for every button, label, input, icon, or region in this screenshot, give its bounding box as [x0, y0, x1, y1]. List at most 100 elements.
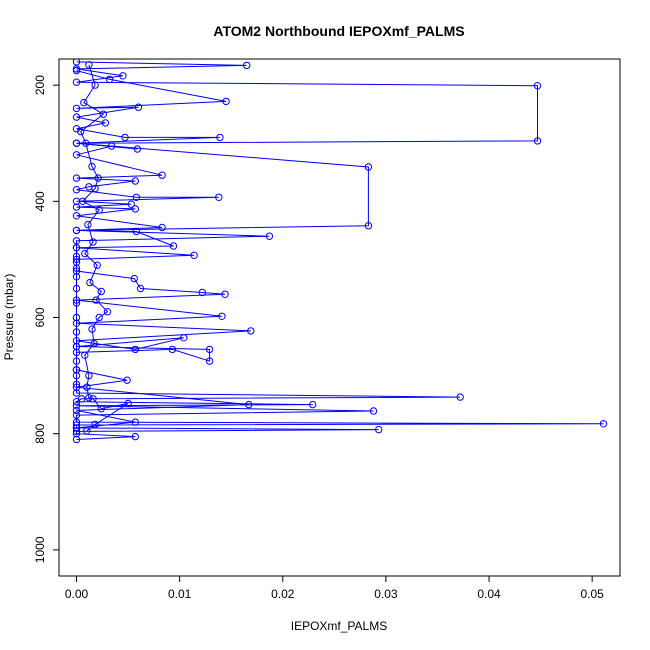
data-point [99, 110, 108, 118]
data-point [216, 133, 224, 142]
data-point [265, 232, 274, 240]
data-point [84, 220, 92, 229]
data-point [85, 61, 93, 69]
x-tick-label: 0.03 [374, 587, 398, 601]
y-tick-label: 600 [33, 307, 47, 327]
data-point [72, 174, 81, 182]
data-point [107, 142, 116, 150]
data-point [80, 98, 88, 107]
data-point [72, 284, 81, 293]
data-point [97, 287, 106, 296]
data-point [72, 424, 81, 432]
data-point [72, 267, 81, 275]
data-point [123, 376, 131, 384]
data-point [190, 251, 198, 260]
data-point [95, 313, 103, 322]
data-point [72, 328, 81, 336]
x-tick-label: 0.05 [580, 587, 604, 601]
data-point [72, 66, 81, 75]
data-point [222, 97, 230, 106]
data-point [124, 399, 132, 408]
data-point [90, 339, 98, 348]
x-tick-label: 0.01 [168, 587, 192, 601]
data-point [309, 400, 317, 409]
data-point [130, 274, 139, 283]
data-point [456, 393, 464, 401]
data-point [72, 418, 81, 426]
data-point [89, 238, 97, 246]
data-point [88, 162, 96, 171]
data-point [105, 75, 114, 84]
data-point [91, 420, 99, 429]
data-point [72, 411, 81, 419]
y-tick-label: 1000 [33, 536, 47, 563]
x-axis-label: IEPOXmf_PALMS [291, 619, 387, 633]
data-point [72, 427, 81, 436]
data-point [81, 351, 89, 359]
data-point [247, 327, 255, 335]
y-tick-label: 800 [33, 423, 47, 443]
data-point [72, 151, 81, 159]
y-tick-label: 400 [33, 191, 47, 211]
data-point [72, 371, 81, 380]
data-point [221, 290, 229, 298]
data-point [72, 139, 81, 147]
data-point [72, 226, 81, 235]
data-point [369, 407, 378, 415]
data-point [95, 206, 103, 214]
data-point [158, 223, 166, 232]
data-point [72, 78, 81, 86]
data-point [72, 398, 81, 406]
data-point [72, 255, 81, 264]
data-point [131, 432, 140, 441]
data-point [72, 348, 81, 357]
data-point [131, 418, 140, 426]
data-point [85, 371, 93, 380]
data-point [72, 273, 81, 281]
data-point [88, 325, 96, 333]
data-point [72, 59, 81, 66]
data-point [72, 383, 81, 391]
data-point [132, 227, 141, 236]
x-tick-label: 0.04 [477, 587, 501, 601]
data-point [93, 261, 101, 269]
data-point [72, 406, 81, 415]
data-point [82, 139, 90, 147]
data-point [72, 244, 81, 252]
data-point [72, 203, 81, 211]
data-point [169, 242, 178, 250]
data-point [119, 72, 127, 80]
data-point [218, 312, 226, 320]
chart-title: ATOM2 Northbound IEPOXmf_PALMS [213, 23, 464, 39]
data-point [79, 197, 87, 206]
data-point [85, 394, 93, 402]
data-point [97, 405, 106, 413]
data-point [72, 389, 81, 397]
data-point [72, 402, 81, 410]
x-tick-label: 0.02 [271, 587, 295, 601]
data-point [158, 171, 166, 179]
data-point [72, 337, 81, 345]
data-point [83, 427, 91, 435]
data-point [131, 205, 140, 213]
plot-area [72, 59, 608, 444]
data-point [127, 200, 135, 208]
series-line [80, 64, 129, 432]
data-point [243, 61, 251, 70]
data-point [72, 430, 81, 438]
data-point [134, 103, 143, 111]
data-point [131, 345, 140, 354]
data-point [72, 313, 81, 322]
x-tick-label: 0.00 [65, 587, 89, 601]
data-point [81, 249, 89, 258]
data-point [72, 435, 81, 444]
series-line [76, 70, 251, 429]
data-point [72, 366, 81, 374]
data-point [132, 193, 141, 202]
data-point [205, 345, 214, 354]
data-point [72, 113, 81, 121]
data-point [91, 184, 99, 193]
data-point [72, 104, 81, 113]
